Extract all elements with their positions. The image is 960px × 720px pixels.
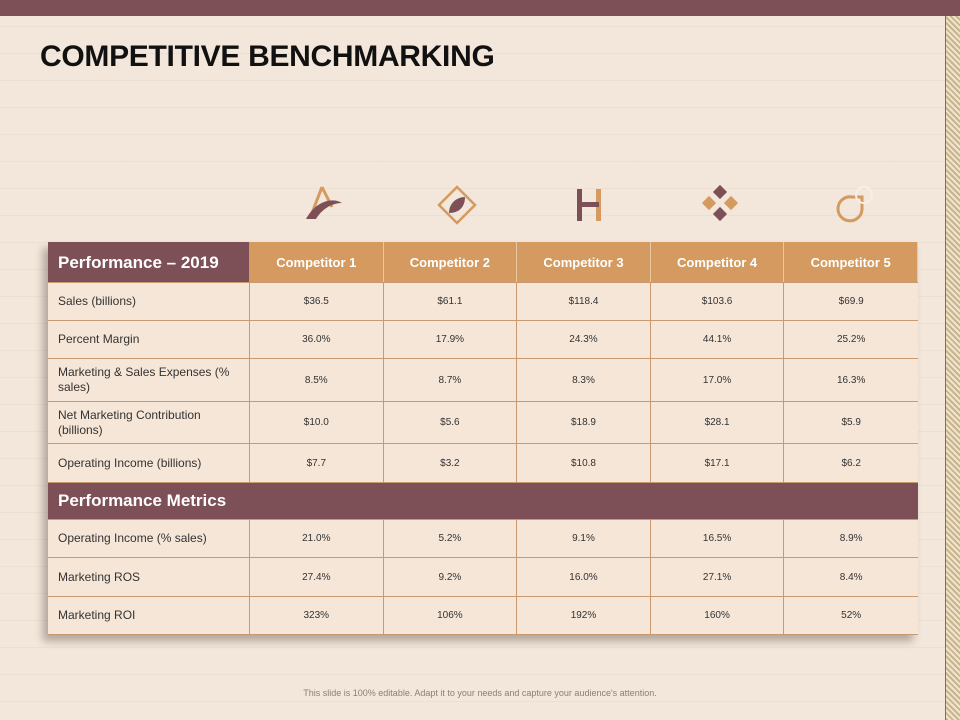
table-cell: 8.4% — [839, 571, 863, 583]
table-cell: $28.1 — [651, 402, 785, 443]
table-cell: 16.0% — [517, 558, 651, 596]
table-row: Percent Margin 36.0% 17.9% 24.3% 44.1% 2… — [48, 321, 918, 359]
table-row: Operating Income (billions) $7.7 $3.2 $1… — [48, 444, 918, 483]
table-cell: 24.3% — [517, 321, 651, 358]
circle-ring-icon — [834, 183, 878, 227]
leaf-diamond-icon — [435, 183, 479, 227]
table-row: Marketing ROS 27.4% 9.2% 16.0% 27.1% 8.4… — [48, 558, 918, 597]
table-row: Sales (billions) $36.5 $61.1 $118.4 $103… — [48, 283, 918, 321]
table-cell: $5.9 — [841, 417, 861, 428]
table-cell: 52% — [841, 610, 862, 621]
table-cell: 9.2% — [384, 558, 518, 596]
table-cell: 192% — [517, 597, 651, 634]
table-header-row: Performance – 2019 Competitor 1 Competit… — [48, 242, 918, 283]
competitor-header: Competitor 1 — [250, 242, 384, 282]
row-label: Percent Margin — [48, 321, 250, 358]
table-cell: 16.3% — [836, 374, 866, 386]
table-cell: $10.8 — [517, 444, 651, 482]
header-label: Performance – 2019 — [48, 242, 250, 282]
row-label: Net Marketing Contribution (billions) — [48, 402, 250, 443]
table-cell: 17.9% — [384, 321, 518, 358]
table-row: Marketing ROI 323% 106% 192% 160% 52% — [48, 597, 918, 635]
benchmark-table: Performance – 2019 Competitor 1 Competit… — [48, 242, 918, 635]
brand-a-icon — [302, 183, 346, 227]
table-cell: $3.2 — [384, 444, 518, 482]
right-strip-border — [945, 16, 946, 720]
table-cell: 5.2% — [384, 520, 518, 557]
table-cell: $18.9 — [517, 402, 651, 443]
table-cell: $103.6 — [651, 283, 785, 320]
page-title: COMPETITIVE BENCHMARKING — [40, 40, 495, 73]
table-cell: 8.5% — [250, 359, 384, 401]
table-cell: 16.5% — [651, 520, 785, 557]
right-decorative-strip — [946, 16, 960, 720]
table-cell: 27.4% — [250, 558, 384, 596]
table-cell: 8.7% — [384, 359, 518, 401]
section-title: Performance Metrics — [58, 491, 227, 510]
row-label: Marketing ROI — [48, 597, 250, 634]
table-cell: 323% — [250, 597, 384, 634]
row-label: Operating Income (billions) — [48, 444, 250, 482]
table-cell: 17.0% — [651, 359, 785, 401]
h-monogram-icon — [569, 183, 613, 227]
table-cell: $5.6 — [384, 402, 518, 443]
table-cell: $118.4 — [517, 283, 651, 320]
table-cell: 27.1% — [651, 558, 785, 596]
table-cell: $69.9 — [838, 296, 864, 307]
competitor-header: Competitor 2 — [384, 242, 518, 282]
row-label: Operating Income (% sales) — [48, 520, 250, 557]
table-cell: 21.0% — [250, 520, 384, 557]
table-cell: 8.3% — [517, 359, 651, 401]
table-cell: $7.7 — [250, 444, 384, 482]
table-row: Net Marketing Contribution (billions) $1… — [48, 402, 918, 444]
quatrefoil-icon — [700, 183, 744, 227]
table-cell: $36.5 — [250, 283, 384, 320]
table-cell: 106% — [384, 597, 518, 634]
table-cell: $61.1 — [384, 283, 518, 320]
table-cell: 8.9% — [839, 533, 863, 544]
footer-note: This slide is 100% editable. Adapt it to… — [303, 688, 657, 698]
table-cell: 36.0% — [250, 321, 384, 358]
table-cell: 44.1% — [651, 321, 785, 358]
table-row: Operating Income (% sales) 21.0% 5.2% 9.… — [48, 520, 918, 558]
section-header: Performance Metrics — [48, 483, 918, 520]
table-row: Marketing & Sales Expenses (% sales) 8.5… — [48, 359, 918, 402]
table-cell: 25.2% — [836, 334, 866, 345]
table-cell: 160% — [651, 597, 785, 634]
competitor-header: Competitor 5 — [784, 242, 918, 282]
row-label: Sales (billions) — [48, 283, 250, 320]
competitor-header: Competitor 4 — [651, 242, 785, 282]
table-cell: 9.1% — [517, 520, 651, 557]
table-cell: $6.2 — [841, 457, 861, 469]
top-bar — [0, 0, 960, 16]
table-cell: $17.1 — [651, 444, 785, 482]
competitor-header: Competitor 3 — [517, 242, 651, 282]
table-cell: $10.0 — [250, 402, 384, 443]
row-label: Marketing & Sales Expenses (% sales) — [48, 359, 250, 401]
row-label: Marketing ROS — [48, 558, 250, 596]
